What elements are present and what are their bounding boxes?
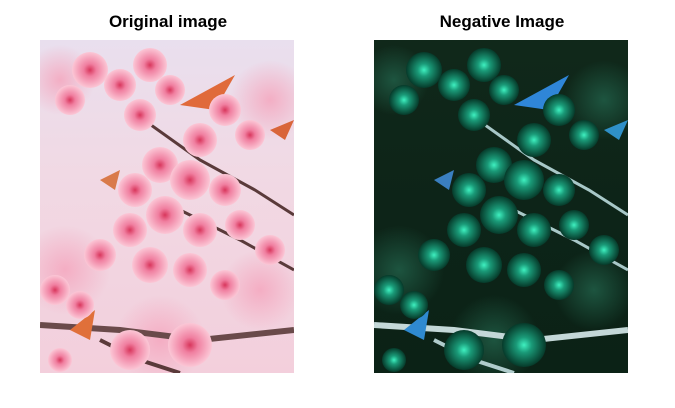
original-image <box>40 40 294 373</box>
negative-image-panel: Negative Image <box>337 0 675 408</box>
cherry-blossom-negative-photo <box>374 40 628 373</box>
original-image-panel: Original image <box>0 0 337 408</box>
original-image-title: Original image <box>108 12 228 31</box>
negative-image <box>374 40 628 373</box>
negative-image-title: Negative Image <box>439 12 565 31</box>
cherry-blossom-photo <box>40 40 294 373</box>
